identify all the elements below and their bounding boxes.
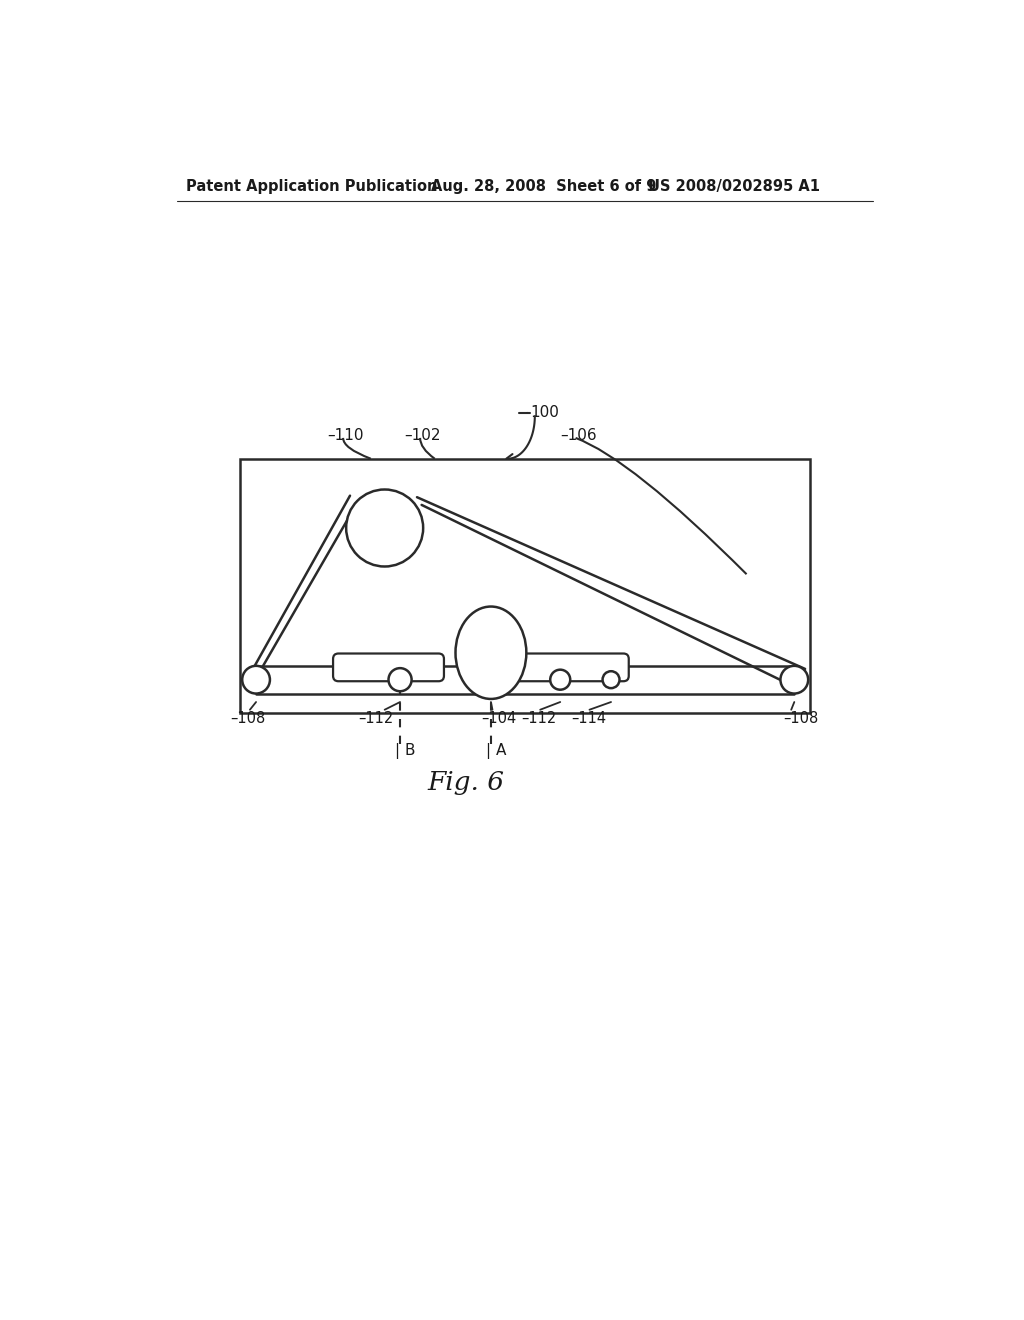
Text: –108: –108 <box>230 710 266 726</box>
Circle shape <box>388 668 412 692</box>
FancyBboxPatch shape <box>503 653 629 681</box>
Text: –112: –112 <box>358 710 394 726</box>
Circle shape <box>550 669 570 689</box>
Text: 100: 100 <box>530 405 559 420</box>
Text: –108: –108 <box>783 710 819 726</box>
Bar <box>240 459 810 713</box>
Text: Aug. 28, 2008  Sheet 6 of 9: Aug. 28, 2008 Sheet 6 of 9 <box>431 180 656 194</box>
Text: –102: –102 <box>404 428 441 444</box>
Text: –112: –112 <box>521 710 557 726</box>
Text: –104: –104 <box>481 710 516 726</box>
Text: Fig. 6: Fig. 6 <box>427 770 504 795</box>
Circle shape <box>346 490 423 566</box>
Ellipse shape <box>456 607 526 700</box>
Text: Patent Application Publication: Patent Application Publication <box>186 180 437 194</box>
Text: –114: –114 <box>571 710 606 726</box>
Text: | B: | B <box>395 743 416 759</box>
Circle shape <box>243 665 270 693</box>
Circle shape <box>602 671 620 688</box>
Text: US 2008/0202895 A1: US 2008/0202895 A1 <box>648 180 820 194</box>
Text: –110: –110 <box>328 428 365 444</box>
Text: –106: –106 <box>560 428 597 444</box>
FancyBboxPatch shape <box>333 653 444 681</box>
Text: | A: | A <box>486 743 507 759</box>
Circle shape <box>780 665 808 693</box>
